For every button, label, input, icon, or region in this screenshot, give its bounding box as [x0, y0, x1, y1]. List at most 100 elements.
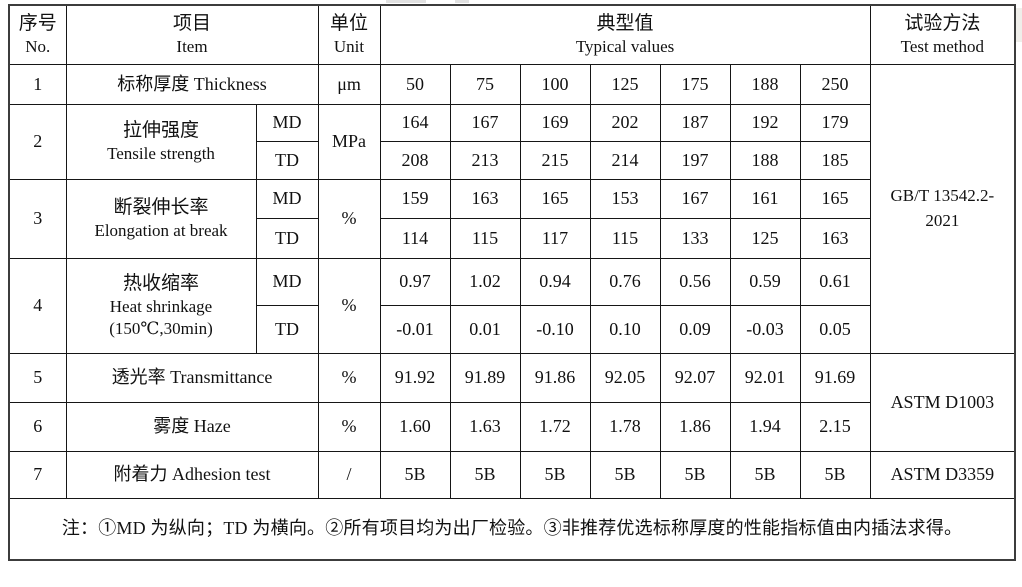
value-cell: 5B [379, 451, 451, 499]
value-cell: 2.15 [799, 402, 871, 452]
row-elongation-md: 3 断裂伸长率 Elongation at break MD % 159 163… [8, 179, 1015, 259]
cropped-text-artifact [386, 0, 426, 3]
item-cell: 拉伸强度 Tensile strength [65, 104, 257, 180]
value-cell: 5B [799, 451, 871, 499]
value-cell: 115 [449, 218, 521, 259]
item-cell: 热收缩率 Heat shrinkage (150℃,30min) [65, 258, 257, 354]
value-cell: 91.92 [379, 353, 451, 403]
col-header-unit-zh: 单位 [330, 12, 369, 34]
col-header-test-method: 试验方法 Test method [869, 4, 1016, 65]
unit-cell: % [317, 353, 381, 403]
value-cell: 214 [589, 141, 661, 180]
unit-cell: / [317, 451, 381, 499]
col-header-typical-en: Typical values [575, 37, 675, 57]
col-header-no: 序号 No. [8, 4, 67, 65]
value-cell: 213 [449, 141, 521, 180]
header-row: 序号 No. 项目 Item 单位 Unit 典型值 Typical value… [8, 4, 1016, 65]
value-cell: 192 [729, 104, 801, 142]
col-header-no-en: No. [25, 37, 51, 57]
row-no: 3 [8, 179, 67, 259]
value-cell: 91.69 [799, 353, 871, 403]
note-text: 注：①MD 为纵向；TD 为横向。②所有项目均为出厂检验。③非推荐优选标称厚度的… [8, 498, 1016, 561]
value-cell: 0.61 [799, 258, 871, 306]
value-cell: 175 [659, 64, 731, 105]
value-cell: 50 [379, 64, 451, 105]
value-cell: 92.05 [589, 353, 661, 403]
value-cell: 0.59 [729, 258, 801, 306]
value-cell: 250 [799, 64, 871, 105]
item-cell: 附着力 Adhesion test [65, 451, 319, 499]
value-cell: 1.63 [449, 402, 521, 452]
td-label: TD [255, 218, 319, 259]
value-cell: -0.10 [519, 305, 591, 354]
value-cell: 185 [799, 141, 871, 180]
item-cell: 断裂伸长率 Elongation at break [65, 179, 257, 259]
value-cell: 5B [729, 451, 801, 499]
unit-cell: % [317, 179, 381, 259]
value-cell: 1.60 [379, 402, 451, 452]
row-adhesion: 7 附着力 Adhesion test / 5B 5B 5B 5B 5B 5B … [8, 451, 1016, 499]
value-cell: 153 [589, 179, 661, 219]
value-cell: 1.94 [729, 402, 801, 452]
col-header-unit-en: Unit [333, 37, 365, 57]
value-cell: 117 [519, 218, 591, 259]
value-cell: 163 [449, 179, 521, 219]
row-thickness: 1 标称厚度 Thickness μm 50 75 100 125 175 18… [8, 64, 1016, 354]
td-label: TD [255, 141, 319, 180]
value-cell: 0.10 [589, 305, 661, 354]
page-edge-artifact [1016, 8, 1022, 42]
value-cell: 163 [799, 218, 871, 259]
row-tensile-td: TD 208 213 215 214 197 188 185 [9, 141, 1015, 180]
value-cell: 164 [379, 104, 451, 142]
value-cell: 5B [589, 451, 661, 499]
value-cell: 75 [449, 64, 521, 105]
value-cell: 115 [589, 218, 661, 259]
value-cell: 114 [379, 218, 451, 259]
value-cell: 125 [589, 64, 661, 105]
note-row: 注：①MD 为纵向；TD 为横向。②所有项目均为出厂检验。③非推荐优选标称厚度的… [8, 498, 1016, 561]
value-cell: 1.78 [589, 402, 661, 452]
value-cell: 202 [589, 104, 661, 142]
value-cell: 215 [519, 141, 591, 180]
item-zh: 断裂伸长率 [113, 196, 209, 218]
value-cell: 133 [659, 218, 731, 259]
value-cell: 1.86 [659, 402, 731, 452]
value-cell: 187 [659, 104, 731, 142]
test-method-text: GB/T 13542.2-2021 [890, 186, 995, 230]
row-transmittance: 5 透光率 Transmittance % 91.92 91.89 91.86 … [8, 353, 1016, 452]
value-cell: -0.03 [729, 305, 801, 354]
value-cell: 1.02 [449, 258, 521, 306]
item-en: Elongation at break [94, 221, 228, 241]
value-cell: 0.76 [589, 258, 661, 306]
value-cell: 159 [379, 179, 451, 219]
col-header-typical-zh: 典型值 [596, 12, 654, 34]
item-condition: (150℃,30min) [109, 319, 213, 339]
col-header-no-zh: 序号 [18, 12, 57, 34]
value-cell: 0.56 [659, 258, 731, 306]
value-cell: 92.01 [729, 353, 801, 403]
item-cell: 标称厚度 Thickness [65, 64, 319, 105]
value-cell: 92.07 [659, 353, 731, 403]
col-header-item: 项目 Item [65, 4, 319, 65]
row-no: 7 [8, 451, 67, 499]
value-cell: 91.86 [519, 353, 591, 403]
row-no: 4 [8, 258, 67, 354]
row-no: 6 [8, 402, 67, 452]
value-cell: 167 [449, 104, 521, 142]
td-label: TD [255, 305, 319, 354]
row-tensile-md: 2 拉伸强度 Tensile strength MD MPa 164 167 1… [8, 104, 1015, 180]
value-cell: 165 [519, 179, 591, 219]
value-cell: 125 [729, 218, 801, 259]
value-cell: 165 [799, 179, 871, 219]
value-cell: 0.94 [519, 258, 591, 306]
value-cell: 0.05 [799, 305, 871, 354]
col-header-item-en: Item [176, 37, 208, 57]
item-en: Heat shrinkage [109, 297, 213, 317]
item-cell: 雾度 Haze [65, 402, 319, 452]
col-header-unit: 单位 Unit [317, 4, 381, 65]
value-cell: 0.97 [379, 258, 451, 306]
value-cell: -0.01 [379, 305, 451, 354]
col-header-item-zh: 项目 [173, 12, 212, 34]
row-no: 5 [8, 353, 67, 403]
